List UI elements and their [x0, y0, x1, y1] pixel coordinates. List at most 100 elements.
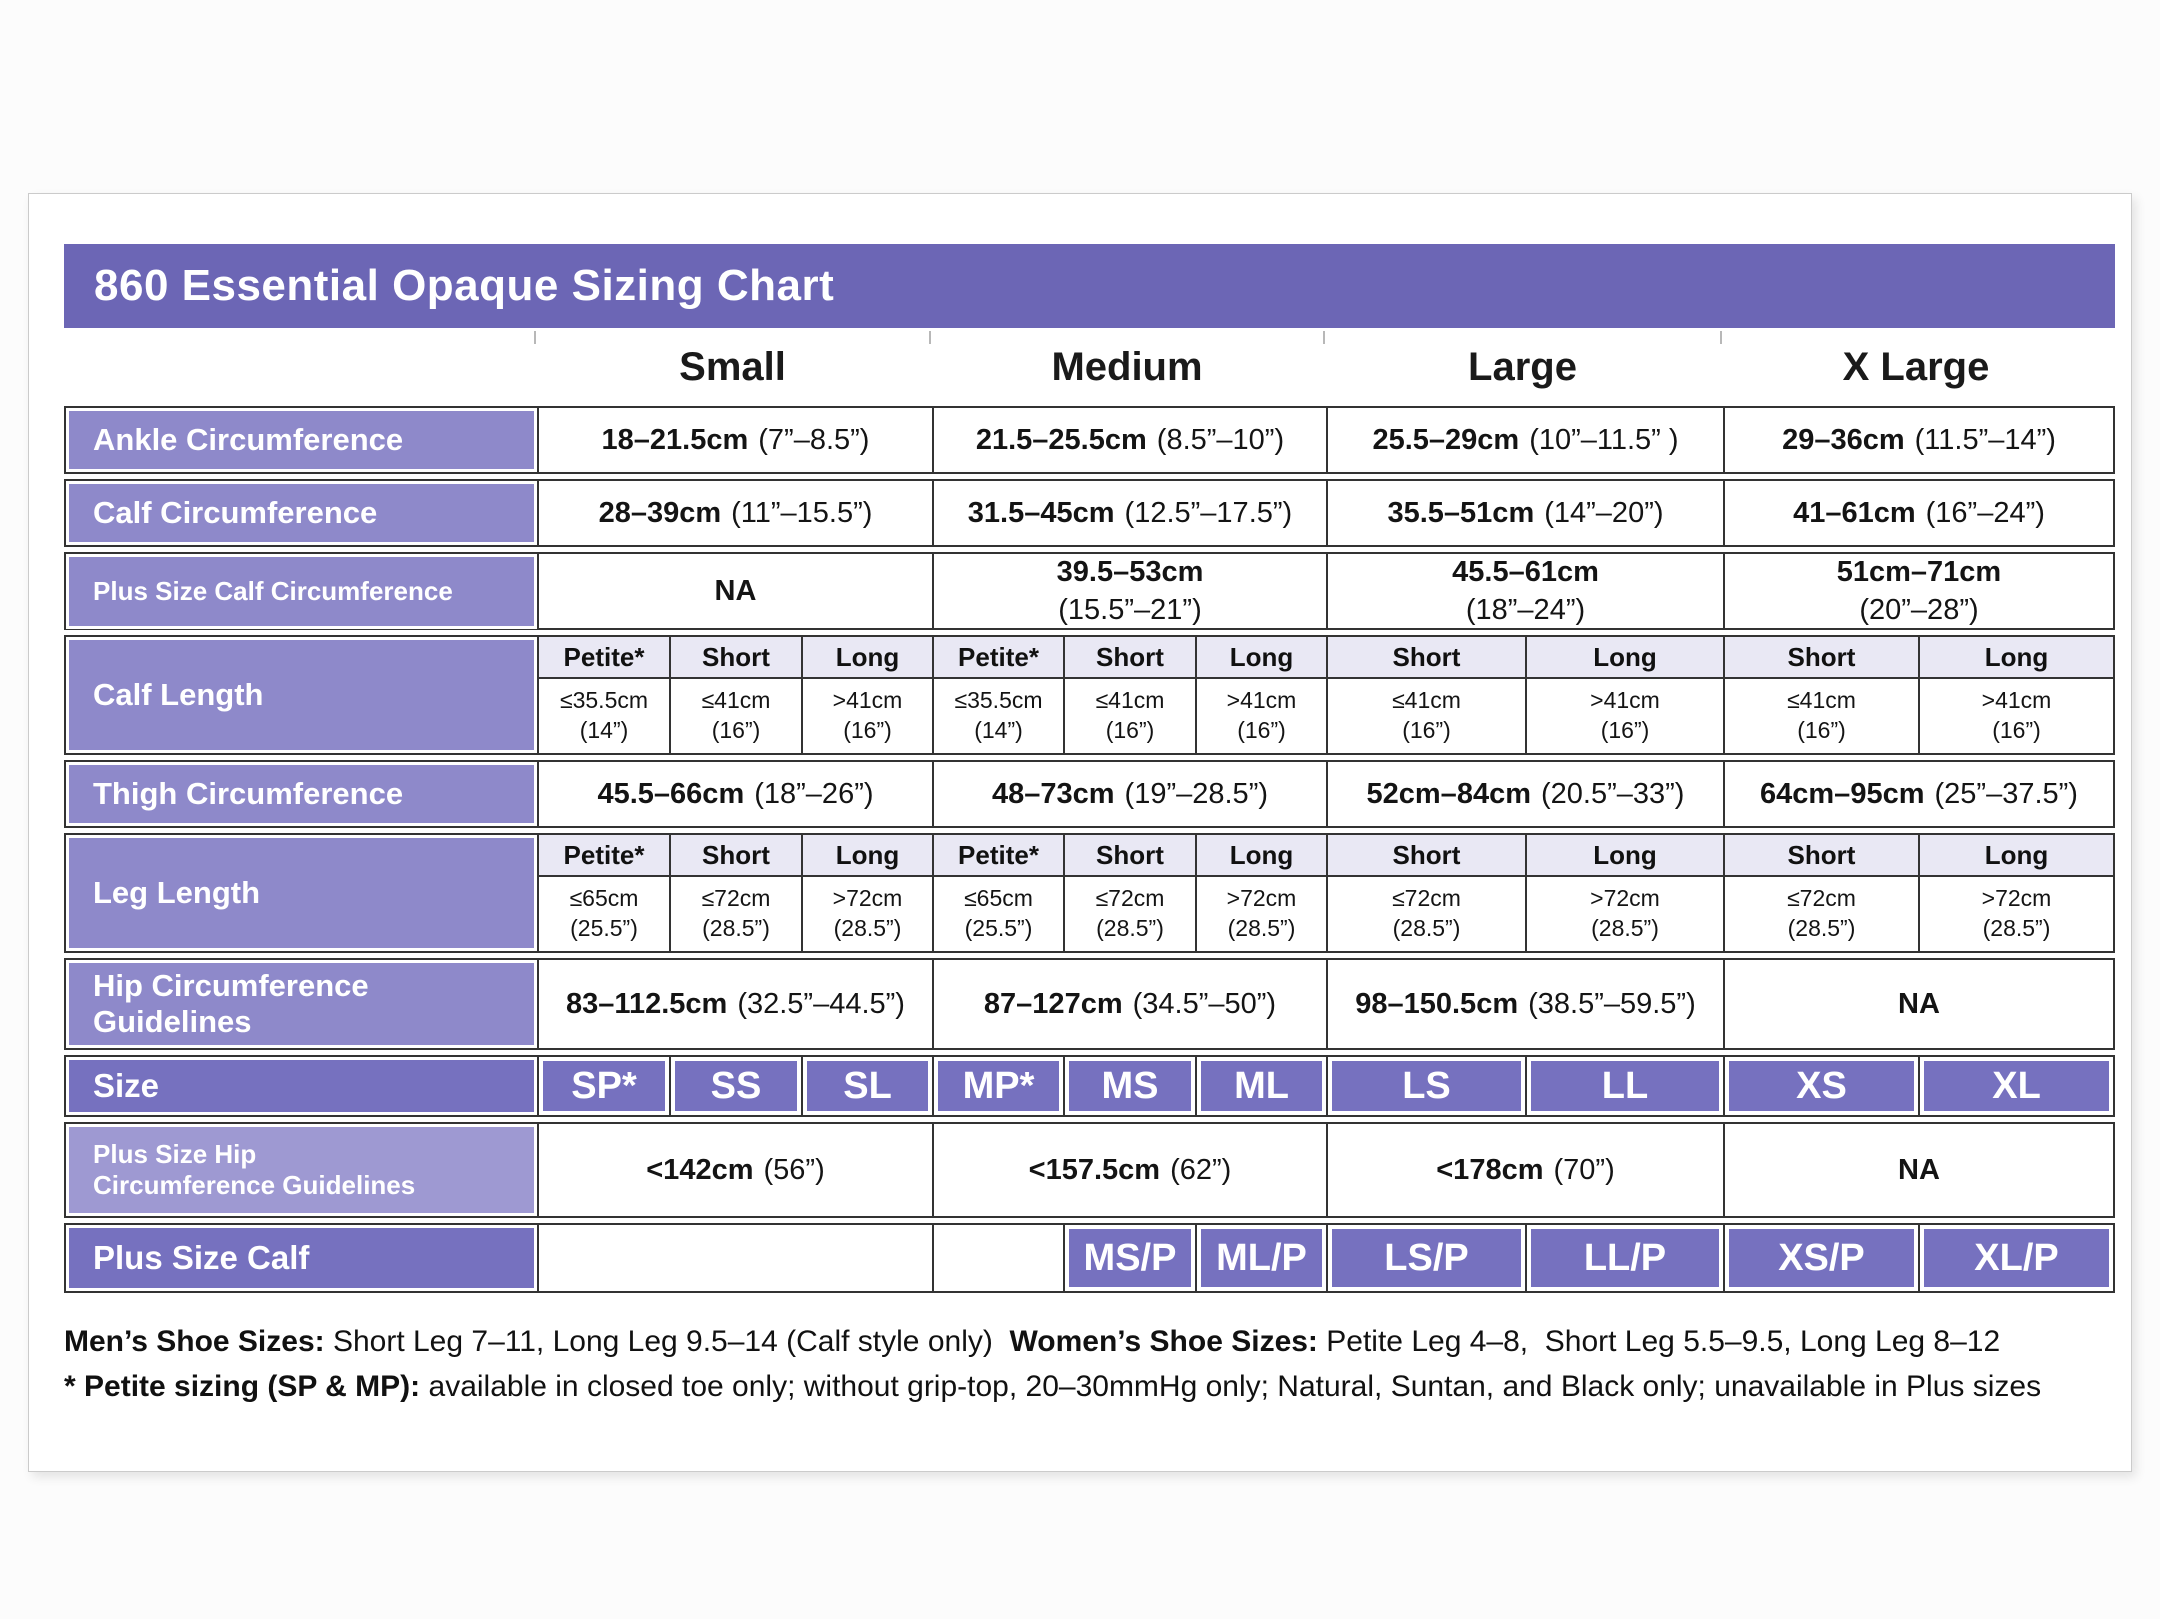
value-cell: ≤41cm (16”): [669, 679, 801, 753]
value-cell: >72cm (28.5”): [1918, 877, 2113, 951]
value-cell: >72cm (28.5”): [1195, 877, 1326, 951]
cell-ankle-xlarge: 29–36cm (11.5”–14”): [1723, 408, 2113, 472]
table-row-thigh-circumference: Thigh Circumference 45.5–66cm (18”–26”) 4…: [64, 760, 2115, 828]
size-cell: XL: [1918, 1057, 2113, 1115]
cell-hip-xlarge: NA: [1723, 960, 2113, 1048]
value-cell: ≤65cm (25.5”): [932, 877, 1063, 951]
size-code: XL: [1924, 1061, 2109, 1111]
value-cell: >41cm (16”): [801, 679, 932, 753]
size-code: LL: [1531, 1061, 1719, 1111]
row-header-fill: Leg Length: [69, 838, 534, 948]
cell-hip-medium: 87–127cm (34.5”–50”): [932, 960, 1326, 1048]
empty-cell-small: [537, 1225, 932, 1291]
subheader-cell: Short: [669, 835, 801, 877]
subheader-cell: Short: [1723, 835, 1918, 877]
row-header: Hip Circumference Guidelines: [66, 960, 537, 1048]
row-header: Leg Length: [66, 835, 537, 951]
subheader-cell: Short: [669, 637, 801, 679]
row-header-fill: Hip Circumference Guidelines: [69, 963, 534, 1045]
size-code: MS: [1069, 1061, 1191, 1111]
size-code: XS: [1729, 1061, 1914, 1111]
size-code: LS: [1332, 1061, 1521, 1111]
row-header-fill: Size: [69, 1060, 534, 1112]
row-header-label-line2: Circumference Guidelines: [93, 1170, 416, 1200]
size-cell: ML: [1195, 1057, 1326, 1115]
row-header: Plus Size Calf: [66, 1225, 537, 1291]
footnote-petite-sizing: * Petite sizing (SP & MP): available in …: [64, 1370, 2042, 1403]
value-cell: >41cm (16”): [1195, 679, 1326, 753]
row-header-fill: Calf Circumference: [69, 484, 534, 542]
row-header-fill: Plus Size Calf Circumference: [69, 557, 534, 627]
subheader-cell: Short: [1326, 835, 1525, 877]
column-divider-tick: [1323, 331, 1325, 344]
cell-calf-large: 35.5–51cm (14”–20”): [1326, 481, 1723, 545]
value-cell: >72cm (28.5”): [1525, 877, 1723, 951]
row-header-label-line2: Guidelines: [93, 1004, 252, 1039]
plus-size-code: MS/P: [1069, 1229, 1191, 1287]
row-header: Size: [66, 1057, 537, 1115]
column-header-xlarge: X Large: [1842, 344, 1990, 389]
cell-calf-small: 28–39cm (11”–15.5”): [537, 481, 932, 545]
chart-title-bar: 860 Essential Opaque Sizing Chart: [64, 244, 2115, 328]
value-cell: ≤72cm (28.5”): [1723, 877, 1918, 951]
subheader-cell: Long: [1195, 835, 1326, 877]
value-cell: >72cm (28.5”): [801, 877, 932, 951]
row-header-fill: Calf Length: [69, 640, 534, 750]
subheader-cell: Short: [1326, 637, 1525, 679]
cell-ankle-large: 25.5–29cm (10”–11.5” ): [1326, 408, 1723, 472]
row-header: Thigh Circumference: [66, 762, 537, 826]
mens-shoe-sizes-label: Men’s Shoe Sizes:: [64, 1325, 325, 1358]
subheader-cell: Long: [1918, 637, 2113, 679]
sizing-chart-card: 860 Essential Opaque Sizing Chart Small …: [28, 193, 2132, 1472]
size-cell: MP*: [932, 1057, 1063, 1115]
cell-thigh-xlarge: 64cm–95cm (25”–37.5”): [1723, 762, 2113, 826]
womens-shoe-sizes-label: Women’s Shoe Sizes:: [1009, 1325, 1318, 1358]
value-cell: ≤65cm (25.5”): [537, 877, 669, 951]
column-divider-tick: [534, 331, 536, 344]
cell-pscc-large: 45.5–61cm (18”–24”): [1326, 554, 1723, 630]
subheader-cell: Petite*: [537, 637, 669, 679]
table-row-leg-length: Leg Length Petite* Short Long Petite* Sh…: [64, 833, 2115, 953]
row-header-label: Leg Length: [93, 875, 261, 911]
row-header-fill: Plus Size Calf: [69, 1228, 534, 1288]
size-cell: XS: [1723, 1057, 1918, 1115]
size-code: ML: [1201, 1061, 1322, 1111]
empty-cell-medium-petite: [932, 1225, 1063, 1291]
row-header-fill: Plus Size Hip Circumference Guidelines: [69, 1127, 534, 1213]
column-divider-tick: [929, 331, 931, 344]
cell-pshg-small: <142cm (56”): [537, 1124, 932, 1216]
size-code: SP*: [543, 1061, 665, 1111]
petite-sizing-label: * Petite sizing (SP & MP):: [64, 1370, 421, 1403]
value-cell: ≤72cm (28.5”): [1063, 877, 1195, 951]
size-column-headers: Small Medium Large X Large: [64, 328, 2115, 406]
cell-pshg-large: <178cm (70”): [1326, 1124, 1723, 1216]
column-divider-tick: [1720, 331, 1722, 344]
chart-title: 860 Essential Opaque Sizing Chart: [94, 261, 835, 310]
column-header-medium: Medium: [1051, 344, 1203, 389]
cell-pscc-xlarge: 51cm–71cm (20”–28”): [1723, 554, 2113, 630]
column-header-small: Small: [679, 344, 786, 389]
table-row-plus-size-hip-guidelines: Plus Size Hip Circumference Guidelines <1…: [64, 1122, 2115, 1218]
size-cell: SP*: [537, 1057, 669, 1115]
table-row-ankle-circumference: Ankle Circumference 18–21.5cm (7”–8.5”) 2…: [64, 406, 2115, 474]
row-header-label-line1: Plus Size Hip: [93, 1138, 257, 1169]
value-cell: ≤35.5cm (14”): [932, 679, 1063, 753]
plus-size-code: XL/P: [1924, 1229, 2109, 1287]
cell-thigh-small: 45.5–66cm (18”–26”): [537, 762, 932, 826]
subheader-cell: Petite*: [932, 835, 1063, 877]
subheader-cell: Long: [1525, 835, 1723, 877]
row-header-fill: Thigh Circumference: [69, 765, 534, 823]
row-header-label: Plus Size Calf: [93, 1239, 310, 1276]
value-cell: ≤72cm (28.5”): [669, 877, 801, 951]
plus-size-cell: MS/P: [1063, 1225, 1195, 1291]
table-row-hip-circumference-guidelines: Hip Circumference Guidelines 83–112.5cm (3…: [64, 958, 2115, 1050]
table-row-calf-circumference: Calf Circumference 28–39cm (11”–15.5”) 31…: [64, 479, 2115, 547]
row-header-label: Ankle Circumference: [93, 422, 404, 458]
table-row-size: Size SP* SS SL MP* MS ML LS LL XS XL: [64, 1055, 2115, 1117]
plus-size-code: LL/P: [1531, 1229, 1719, 1287]
row-header-label-line1: Hip Circumference: [93, 968, 369, 1004]
cell-ankle-small: 18–21.5cm (7”–8.5”): [537, 408, 932, 472]
cell-hip-large: 98–150.5cm (38.5”–59.5”): [1326, 960, 1723, 1048]
value-cell: ≤41cm (16”): [1326, 679, 1525, 753]
